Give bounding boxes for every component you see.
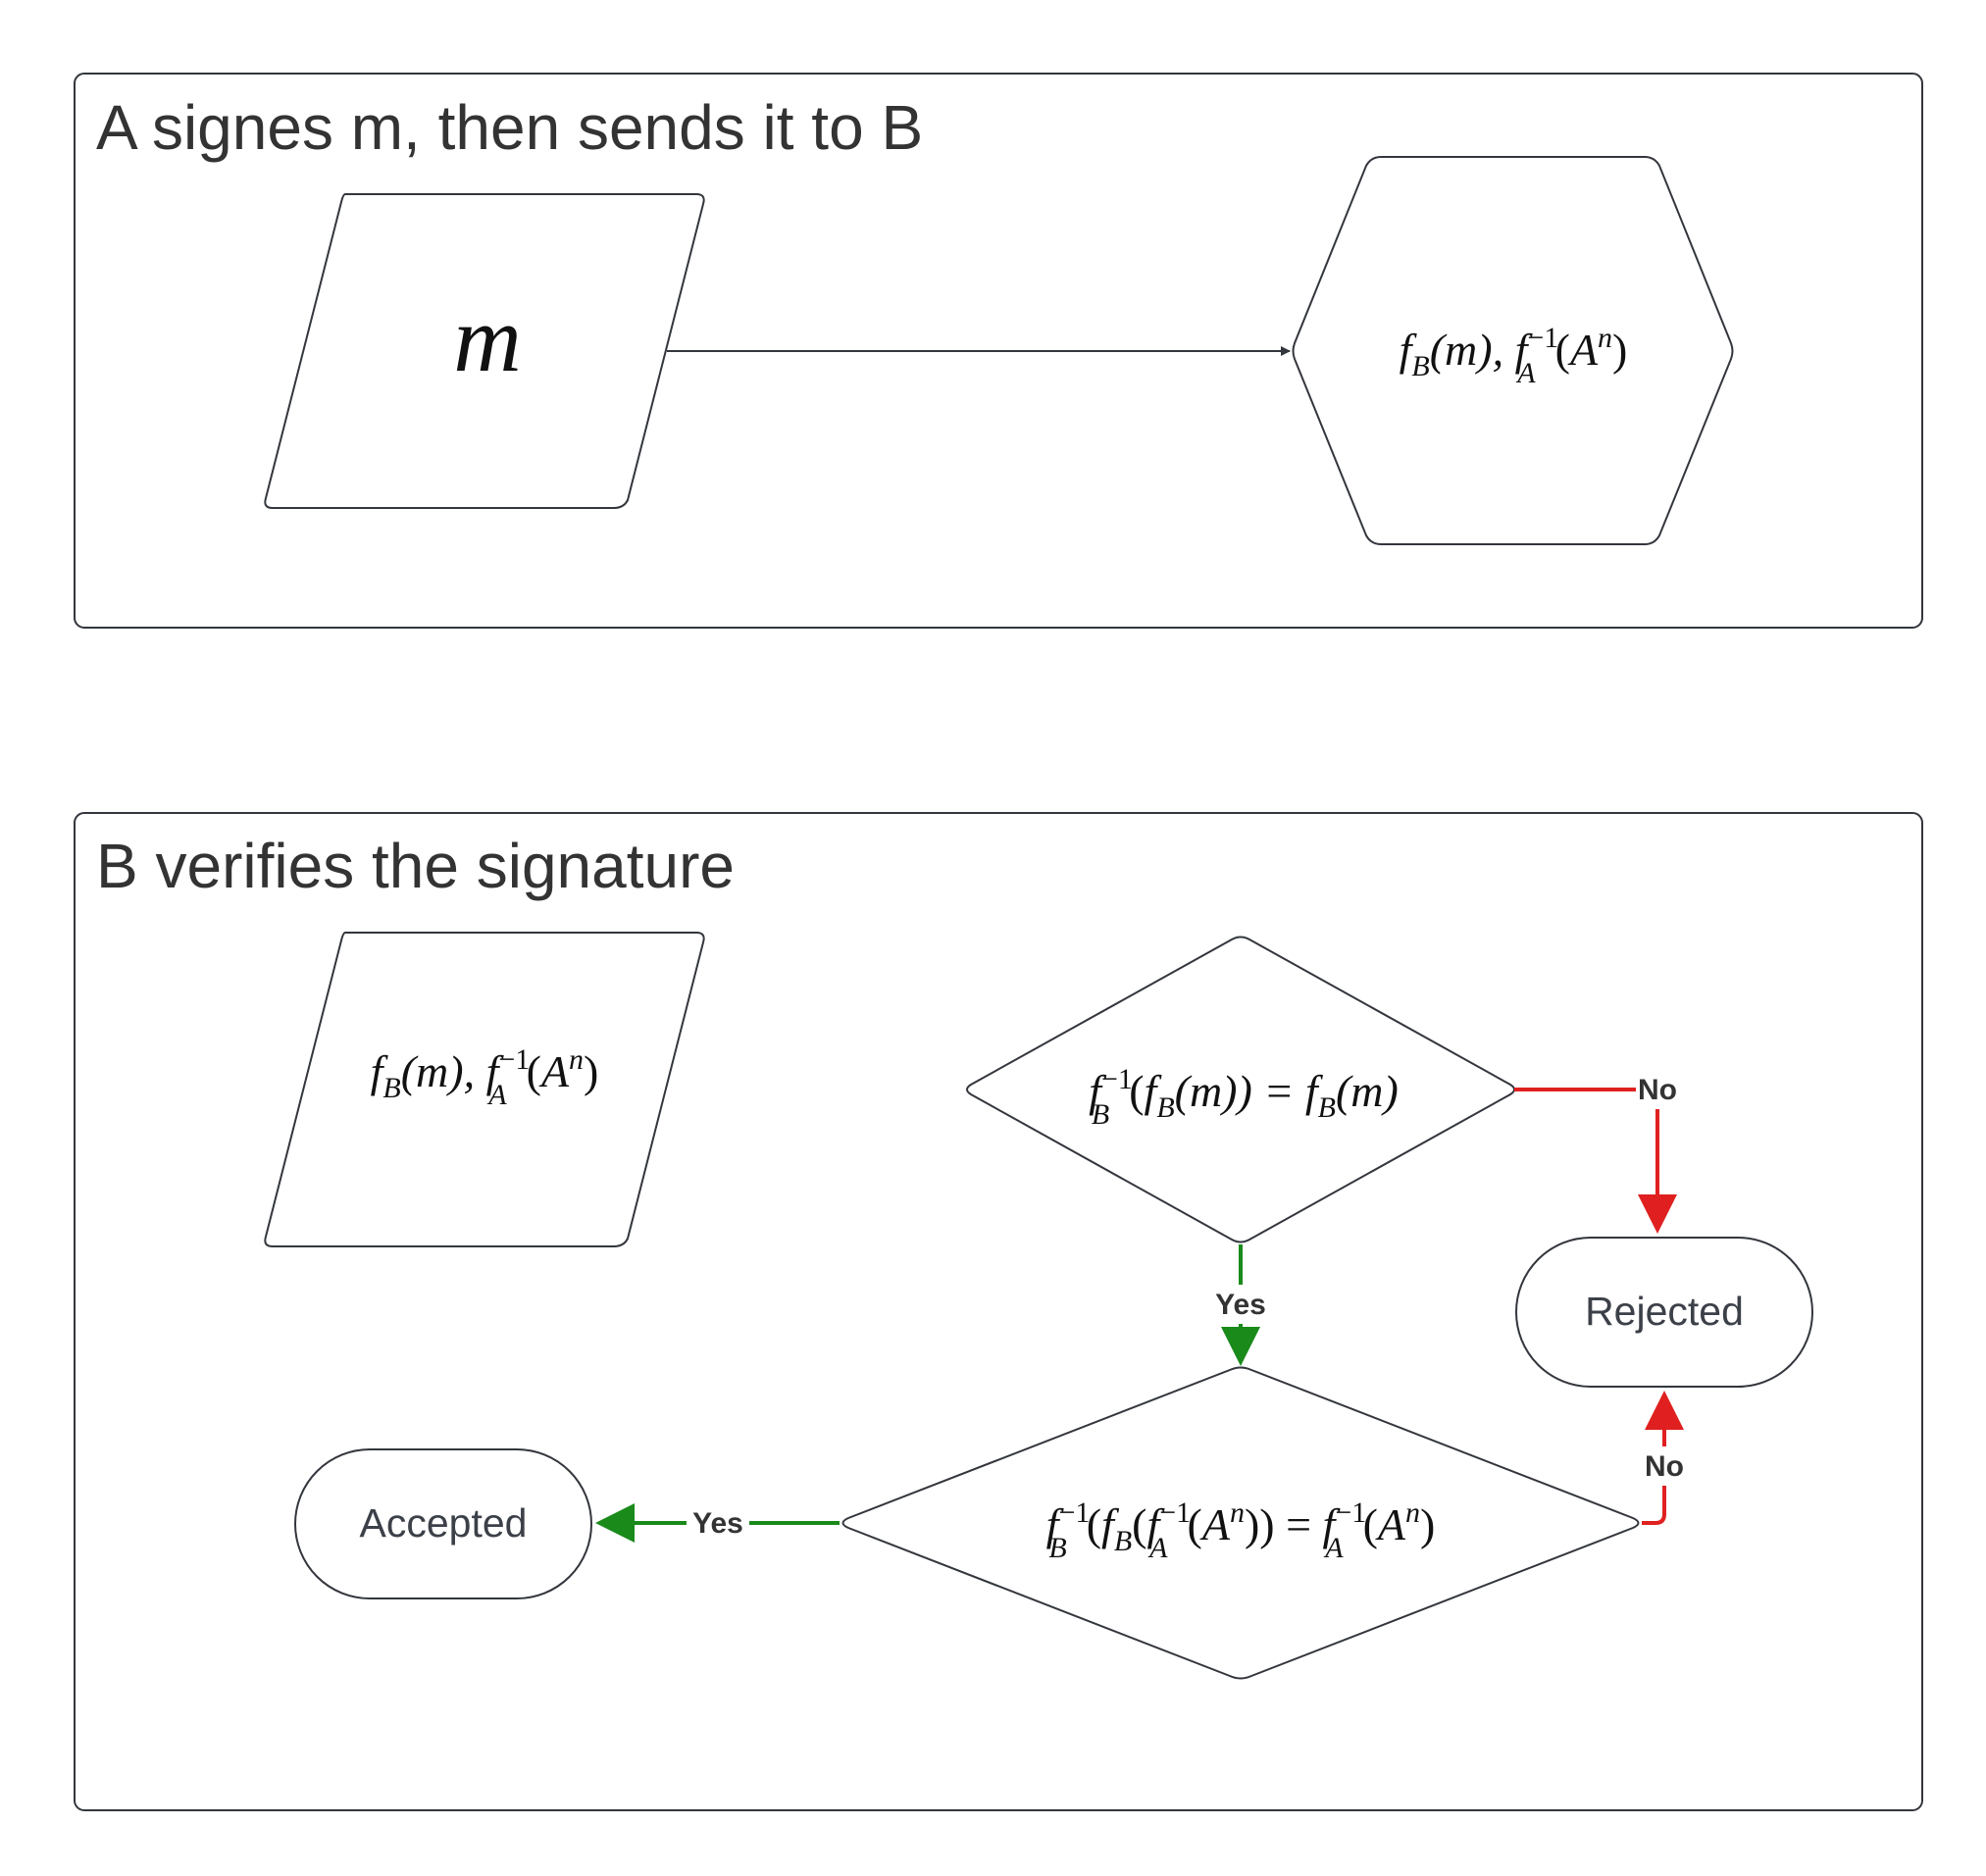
edge-check1-yes-label-bg	[1208, 1285, 1273, 1324]
edge-check2-yes: Yes	[595, 1503, 840, 1543]
received-pair-parallelogram[interactable]	[264, 932, 705, 1247]
message-label: m	[453, 286, 521, 391]
rejected-terminal[interactable]	[1515, 1237, 1813, 1388]
received-pair-label: fB(m), f−1 A (An)	[371, 1043, 599, 1111]
rejected-node[interactable]: Rejected	[1515, 1237, 1813, 1388]
rejected-label: Rejected	[1585, 1289, 1744, 1334]
edge-check1-no-label: No	[1638, 1074, 1677, 1106]
edge-check1-yes-label: Yes	[1215, 1289, 1266, 1321]
edge-check1-yes: Yes	[1208, 1244, 1273, 1366]
message-parallelogram[interactable]	[264, 193, 705, 509]
edge-check1-no: No	[1514, 1070, 1679, 1234]
accepted-terminal[interactable]	[294, 1448, 592, 1599]
edge-check2-no: No	[1642, 1391, 1687, 1525]
check1-node[interactable]: f−1 B (fB(m)) = fB(m)	[966, 936, 1515, 1243]
sent-pair-node[interactable]: fB(m), f−1 A (An)	[1292, 156, 1734, 545]
panel-sign: A signes m, then sends it to B m fB(m), …	[74, 73, 1923, 629]
edge-check2-yes-label-bg	[687, 1503, 749, 1543]
accepted-node[interactable]: Accepted	[294, 1448, 592, 1599]
check1-diamond[interactable]	[966, 936, 1515, 1243]
edge-check2-yes-label: Yes	[692, 1507, 743, 1540]
panel-verify-title: B verifies the signature	[96, 831, 735, 901]
edge-check2-no-label-bg	[1642, 1446, 1687, 1486]
accepted-label: Accepted	[360, 1500, 528, 1546]
check2-label: f−1 B (fB(f−1 A (An)) = f−1 A (An)	[1046, 1496, 1436, 1564]
message-node[interactable]: m	[264, 193, 705, 509]
sent-pair-hexagon[interactable]	[1292, 156, 1734, 545]
edge-check2-no-line	[1642, 1391, 1684, 1525]
edge-check2-no-label: No	[1645, 1450, 1684, 1483]
received-pair-node[interactable]: fB(m), f−1 A (An)	[264, 932, 705, 1247]
panel-verify: B verifies the signature fB(m), f−1 A (An)…	[74, 812, 1923, 1811]
edge-check1-no-label-bg	[1636, 1070, 1679, 1109]
check1-label: f−1 B (fB(m)) = fB(m)	[1089, 1063, 1399, 1131]
check2-node[interactable]: f−1 B (fB(f−1 A (An)) = f−1 A (An)	[841, 1366, 1640, 1680]
check2-diamond[interactable]	[841, 1366, 1640, 1680]
panel-sign-title: A signes m, then sends it to B	[96, 92, 923, 163]
